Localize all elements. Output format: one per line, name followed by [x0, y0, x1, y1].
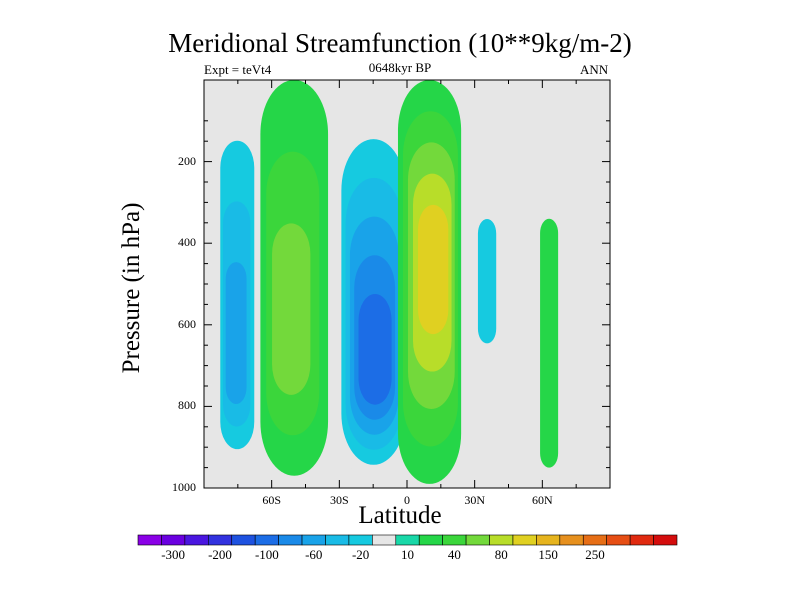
colorbar-swatch — [348, 534, 373, 546]
contour-band-cell3-level4 — [418, 204, 449, 335]
colorbar-tick-label: -300 — [161, 547, 186, 562]
colorbar-swatch — [536, 534, 561, 546]
colorbar-tick-label: -200 — [208, 547, 232, 562]
chart-title: Meridional Streamfunction (10**9kg/m-2) — [168, 28, 632, 58]
colorbar-swatch — [137, 534, 162, 546]
colorbar-swatch — [512, 534, 537, 546]
contour-band-cell1-level2 — [272, 223, 311, 395]
contour-band-cell0-level3 — [225, 262, 247, 405]
contour-band-cell2-level5 — [358, 294, 392, 405]
y-tick-label: 200 — [178, 153, 196, 168]
colorbar-swatch — [606, 534, 631, 546]
season-label: ANN — [580, 62, 609, 77]
colorbar-swatch — [301, 534, 326, 546]
colorbar-swatch — [559, 534, 584, 546]
colorbar-swatch — [489, 534, 514, 546]
colorbar-swatch — [442, 534, 467, 546]
colorbar-tick-label: -20 — [351, 547, 370, 562]
colorbar-swatch — [254, 534, 279, 546]
y-tick-label: 1000 — [172, 480, 196, 494]
colorbar-tick-label: 10 — [401, 547, 414, 562]
colorbar-tick-label: -60 — [305, 547, 323, 562]
colorbar-swatch — [161, 534, 186, 546]
x-tick-label: 30N — [464, 493, 485, 507]
y-tick-label: 600 — [178, 316, 196, 331]
x-tick-label: 60N — [531, 493, 553, 507]
colorbar-swatch — [372, 534, 397, 546]
colorbar-tick-label: 40 — [447, 547, 461, 562]
colorbar-swatch — [418, 534, 443, 546]
x-tick-label: 0 — [404, 493, 410, 507]
colorbar-tick-label: 250 — [585, 547, 605, 562]
colorbar-tick-label: 80 — [494, 547, 508, 562]
period-label: 0648kyr BP — [368, 60, 432, 75]
colorbar-tick-label: -100 — [254, 547, 279, 562]
colorbar-swatch — [278, 534, 303, 546]
colorbar-swatch — [465, 534, 490, 546]
experiment-label: Expt = teVt4 — [204, 62, 272, 77]
contour-band-cell5-level0 — [540, 218, 559, 468]
colorbar-swatch — [395, 534, 420, 546]
y-tick-label: 800 — [178, 398, 196, 413]
colorbar-swatch — [231, 534, 256, 546]
colorbar-swatch — [582, 534, 607, 546]
contour-band-cell6-level0 — [567, 80, 599, 170]
colorbar-tick-label: 150 — [538, 547, 558, 562]
colorbar-swatch — [208, 534, 233, 546]
colorbar-swatch — [653, 534, 678, 546]
contour-band-cell4-level1 — [477, 219, 497, 344]
colorbar-swatch — [184, 534, 209, 546]
y-tick-label: 400 — [178, 235, 196, 250]
colorbar-swatch — [629, 534, 654, 546]
x-axis-label: Latitude — [358, 502, 442, 529]
colorbar-swatch — [325, 534, 350, 546]
x-tick-label: 60S — [262, 493, 281, 507]
x-tick-label: 30S — [329, 493, 349, 507]
